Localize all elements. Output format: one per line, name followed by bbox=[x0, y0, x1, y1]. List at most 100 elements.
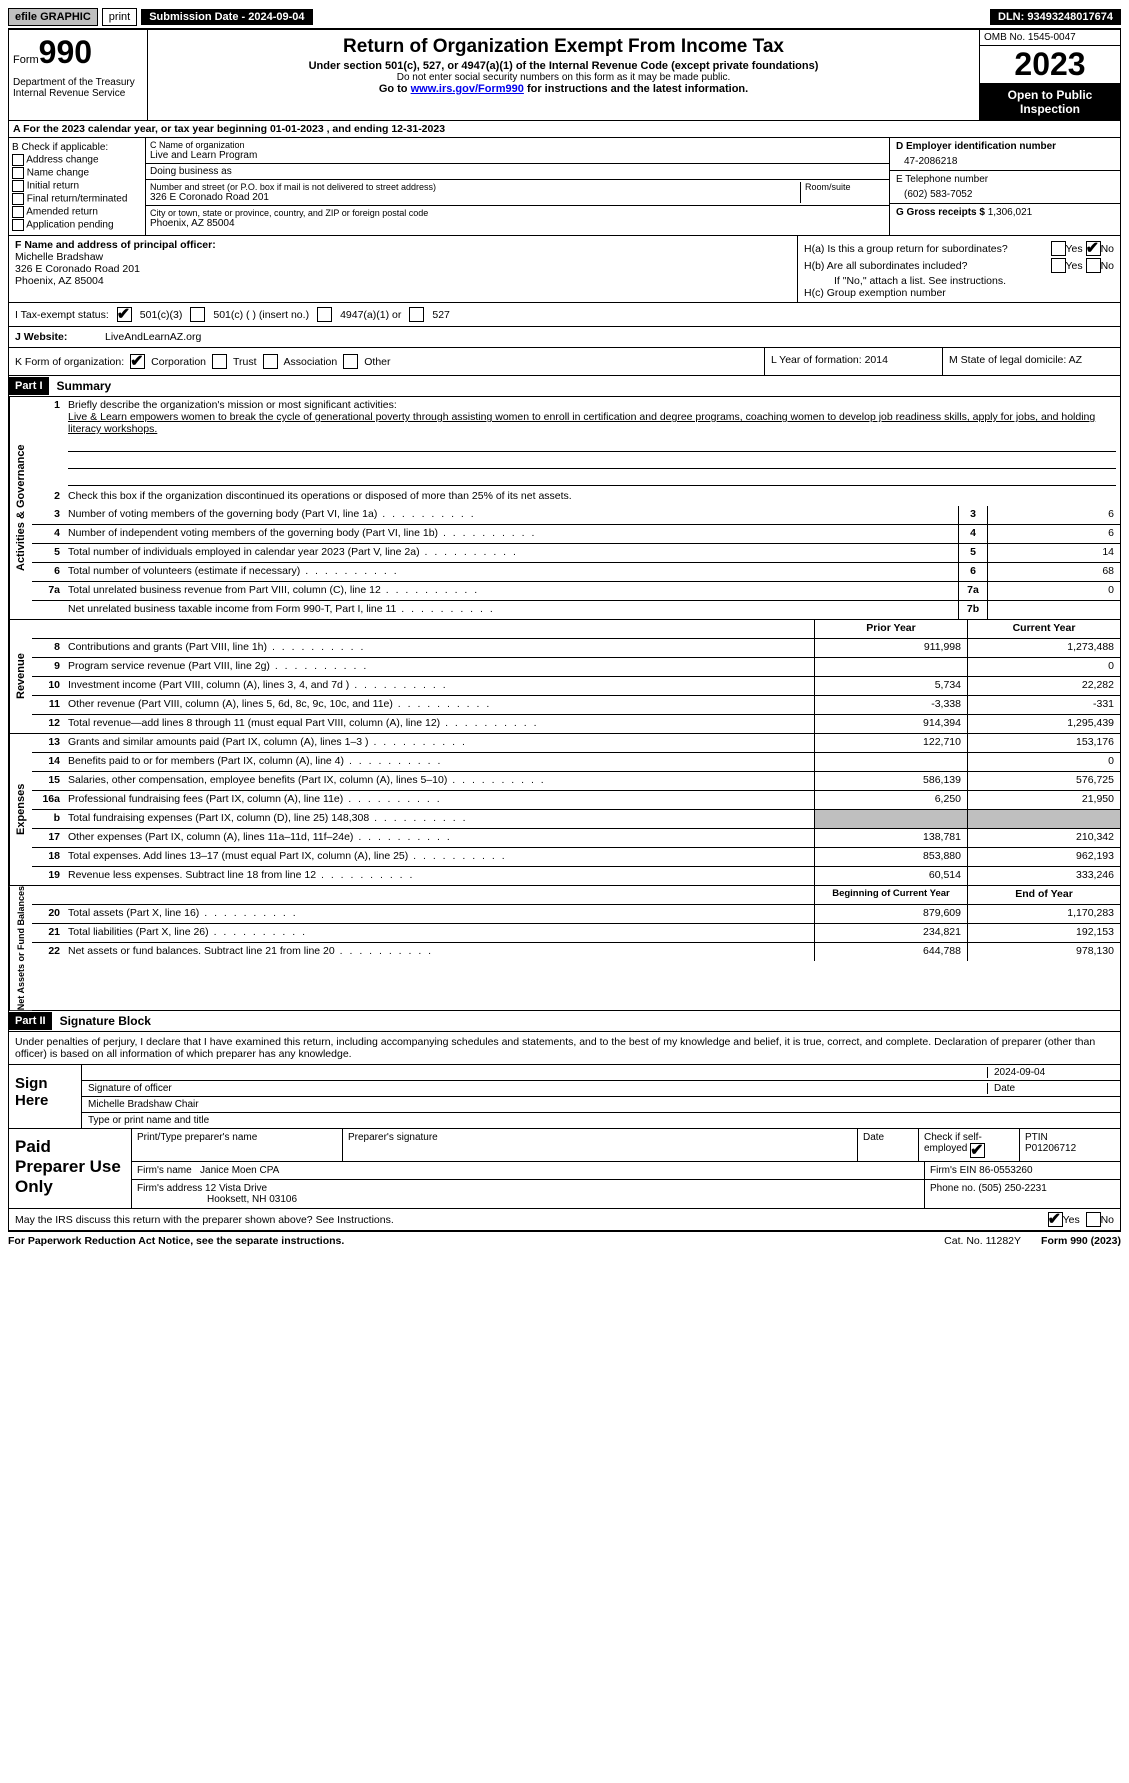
i-501c3-chk[interactable] bbox=[117, 307, 132, 322]
k-trust-chk[interactable] bbox=[212, 354, 227, 369]
k-corp-chk[interactable] bbox=[130, 354, 145, 369]
officer-addr2: Phoenix, AZ 85004 bbox=[15, 275, 791, 287]
discuss-no-chk[interactable] bbox=[1086, 1212, 1101, 1227]
mission-q: Briefly describe the organization's miss… bbox=[68, 399, 1116, 411]
line-desc: Revenue less expenses. Subtract line 18 … bbox=[64, 867, 814, 885]
tax-year: 2023 bbox=[980, 46, 1120, 84]
part-i-label: Part I bbox=[9, 377, 49, 395]
firm-name: Janice Moen CPA bbox=[200, 1165, 279, 1176]
tel-label: E Telephone number bbox=[896, 174, 1114, 185]
footer: For Paperwork Reduction Act Notice, see … bbox=[8, 1231, 1121, 1250]
k-other-chk[interactable] bbox=[343, 354, 358, 369]
line-num: 4 bbox=[32, 525, 64, 543]
chk-pending[interactable]: Application pending bbox=[12, 219, 142, 231]
omb-number: OMB No. 1545-0047 bbox=[980, 30, 1120, 46]
line-num: 14 bbox=[32, 753, 64, 771]
line-num: 12 bbox=[32, 715, 64, 733]
line-cy: 153,176 bbox=[967, 734, 1120, 752]
line-val: 68 bbox=[987, 563, 1120, 581]
line-py: 644,788 bbox=[814, 943, 967, 961]
line-num: 16a bbox=[32, 791, 64, 809]
line-val: 6 bbox=[987, 506, 1120, 524]
line-desc: Total number of volunteers (estimate if … bbox=[64, 563, 958, 581]
i-527-chk[interactable] bbox=[409, 307, 424, 322]
line-num: 9 bbox=[32, 658, 64, 676]
ha-yes-chk[interactable] bbox=[1051, 241, 1066, 256]
line-2-num: 2 bbox=[32, 488, 64, 506]
line-py: 914,394 bbox=[814, 715, 967, 733]
side-na: Net Assets or Fund Balances bbox=[9, 886, 32, 1010]
line-cy: 333,246 bbox=[967, 867, 1120, 885]
line-desc: Benefits paid to or for members (Part IX… bbox=[64, 753, 814, 771]
hb-no-chk[interactable] bbox=[1086, 258, 1101, 273]
col-d: D Employer identification number 47-2086… bbox=[889, 138, 1120, 235]
hb-label: H(b) Are all subordinates included? bbox=[804, 260, 1051, 272]
discuss-row: May the IRS discuss this return with the… bbox=[8, 1209, 1121, 1231]
paid-preparer-label: Paid Preparer Use Only bbox=[9, 1129, 132, 1208]
room-label: Room/suite bbox=[805, 182, 885, 192]
sign-here-label: Sign Here bbox=[9, 1065, 82, 1128]
side-exp: Expenses bbox=[9, 734, 32, 885]
line-py: 138,781 bbox=[814, 829, 967, 847]
chk-initial[interactable]: Initial return bbox=[12, 180, 142, 192]
chk-amended[interactable]: Amended return bbox=[12, 206, 142, 218]
line-desc: Total assets (Part X, line 16) bbox=[64, 905, 814, 923]
line-val: 6 bbox=[987, 525, 1120, 543]
ha-label: H(a) Is this a group return for subordin… bbox=[804, 243, 1051, 255]
i-4947-chk[interactable] bbox=[317, 307, 332, 322]
side-rev: Revenue bbox=[9, 620, 32, 733]
line-num: 7a bbox=[32, 582, 64, 600]
discuss-yes-chk[interactable] bbox=[1048, 1212, 1063, 1227]
line-cy: 22,282 bbox=[967, 677, 1120, 695]
print-button[interactable]: print bbox=[102, 8, 137, 26]
line-num: 22 bbox=[32, 943, 64, 961]
city-value: Phoenix, AZ 85004 bbox=[150, 218, 428, 229]
line-box-n: 5 bbox=[958, 544, 987, 562]
irs-link[interactable]: www.irs.gov/Form990 bbox=[411, 83, 524, 95]
self-emp-chk[interactable] bbox=[970, 1143, 985, 1158]
line-py: 234,821 bbox=[814, 924, 967, 942]
line-box-n: 4 bbox=[958, 525, 987, 543]
l-year: L Year of formation: 2014 bbox=[764, 348, 942, 375]
line-desc: Total revenue—add lines 8 through 11 (mu… bbox=[64, 715, 814, 733]
hb-yes-chk[interactable] bbox=[1051, 258, 1066, 273]
chk-final[interactable]: Final return/terminated bbox=[12, 193, 142, 205]
chk-name[interactable]: Name change bbox=[12, 167, 142, 179]
line-box-n: 7b bbox=[958, 601, 987, 619]
part-ii-label: Part II bbox=[9, 1012, 52, 1030]
gross-value: 1,306,021 bbox=[988, 207, 1033, 218]
line-cy: 978,130 bbox=[967, 943, 1120, 961]
py-hdr: Prior Year bbox=[814, 620, 967, 638]
na-cy-hdr: End of Year bbox=[967, 886, 1120, 904]
ha-no-chk[interactable] bbox=[1086, 241, 1101, 256]
k-assoc-chk[interactable] bbox=[263, 354, 278, 369]
line-num: 15 bbox=[32, 772, 64, 790]
top-bar: efile GRAPHIC print Submission Date - 20… bbox=[8, 8, 1121, 29]
row-k: K Form of organization: Corporation Trus… bbox=[8, 348, 1121, 376]
i-501c-chk[interactable] bbox=[190, 307, 205, 322]
na-section: Net Assets or Fund Balances Beginning of… bbox=[8, 886, 1121, 1011]
efile-button[interactable]: efile GRAPHIC bbox=[8, 8, 98, 26]
chk-address[interactable]: Address change bbox=[12, 154, 142, 166]
hc-label: H(c) Group exemption number bbox=[804, 287, 1114, 299]
line-num: 21 bbox=[32, 924, 64, 942]
declaration: Under penalties of perjury, I declare th… bbox=[9, 1032, 1120, 1065]
firm-ein-lbl: Firm's EIN bbox=[930, 1165, 976, 1176]
line-desc: Total expenses. Add lines 13–17 (must eq… bbox=[64, 848, 814, 866]
line-desc: Program service revenue (Part VIII, line… bbox=[64, 658, 814, 676]
line-box-n: 7a bbox=[958, 582, 987, 600]
paid-preparer-block: Paid Preparer Use Only Print/Type prepar… bbox=[8, 1129, 1121, 1209]
j-label: J Website: bbox=[15, 331, 105, 343]
row-j: J Website: LiveAndLearnAZ.org bbox=[8, 327, 1121, 348]
line-cy bbox=[967, 810, 1120, 828]
city-label: City or town, state or province, country… bbox=[150, 208, 428, 218]
k-label: K Form of organization: bbox=[15, 356, 124, 368]
line-desc: Salaries, other compensation, employee b… bbox=[64, 772, 814, 790]
section-f-h: F Name and address of principal officer:… bbox=[8, 236, 1121, 303]
prep-date-hdr: Date bbox=[858, 1129, 919, 1161]
org-name-label: C Name of organization bbox=[150, 140, 885, 150]
i-label: I Tax-exempt status: bbox=[15, 309, 109, 321]
line-num: b bbox=[32, 810, 64, 828]
ein-label: D Employer identification number bbox=[896, 141, 1114, 152]
line-num: 11 bbox=[32, 696, 64, 714]
